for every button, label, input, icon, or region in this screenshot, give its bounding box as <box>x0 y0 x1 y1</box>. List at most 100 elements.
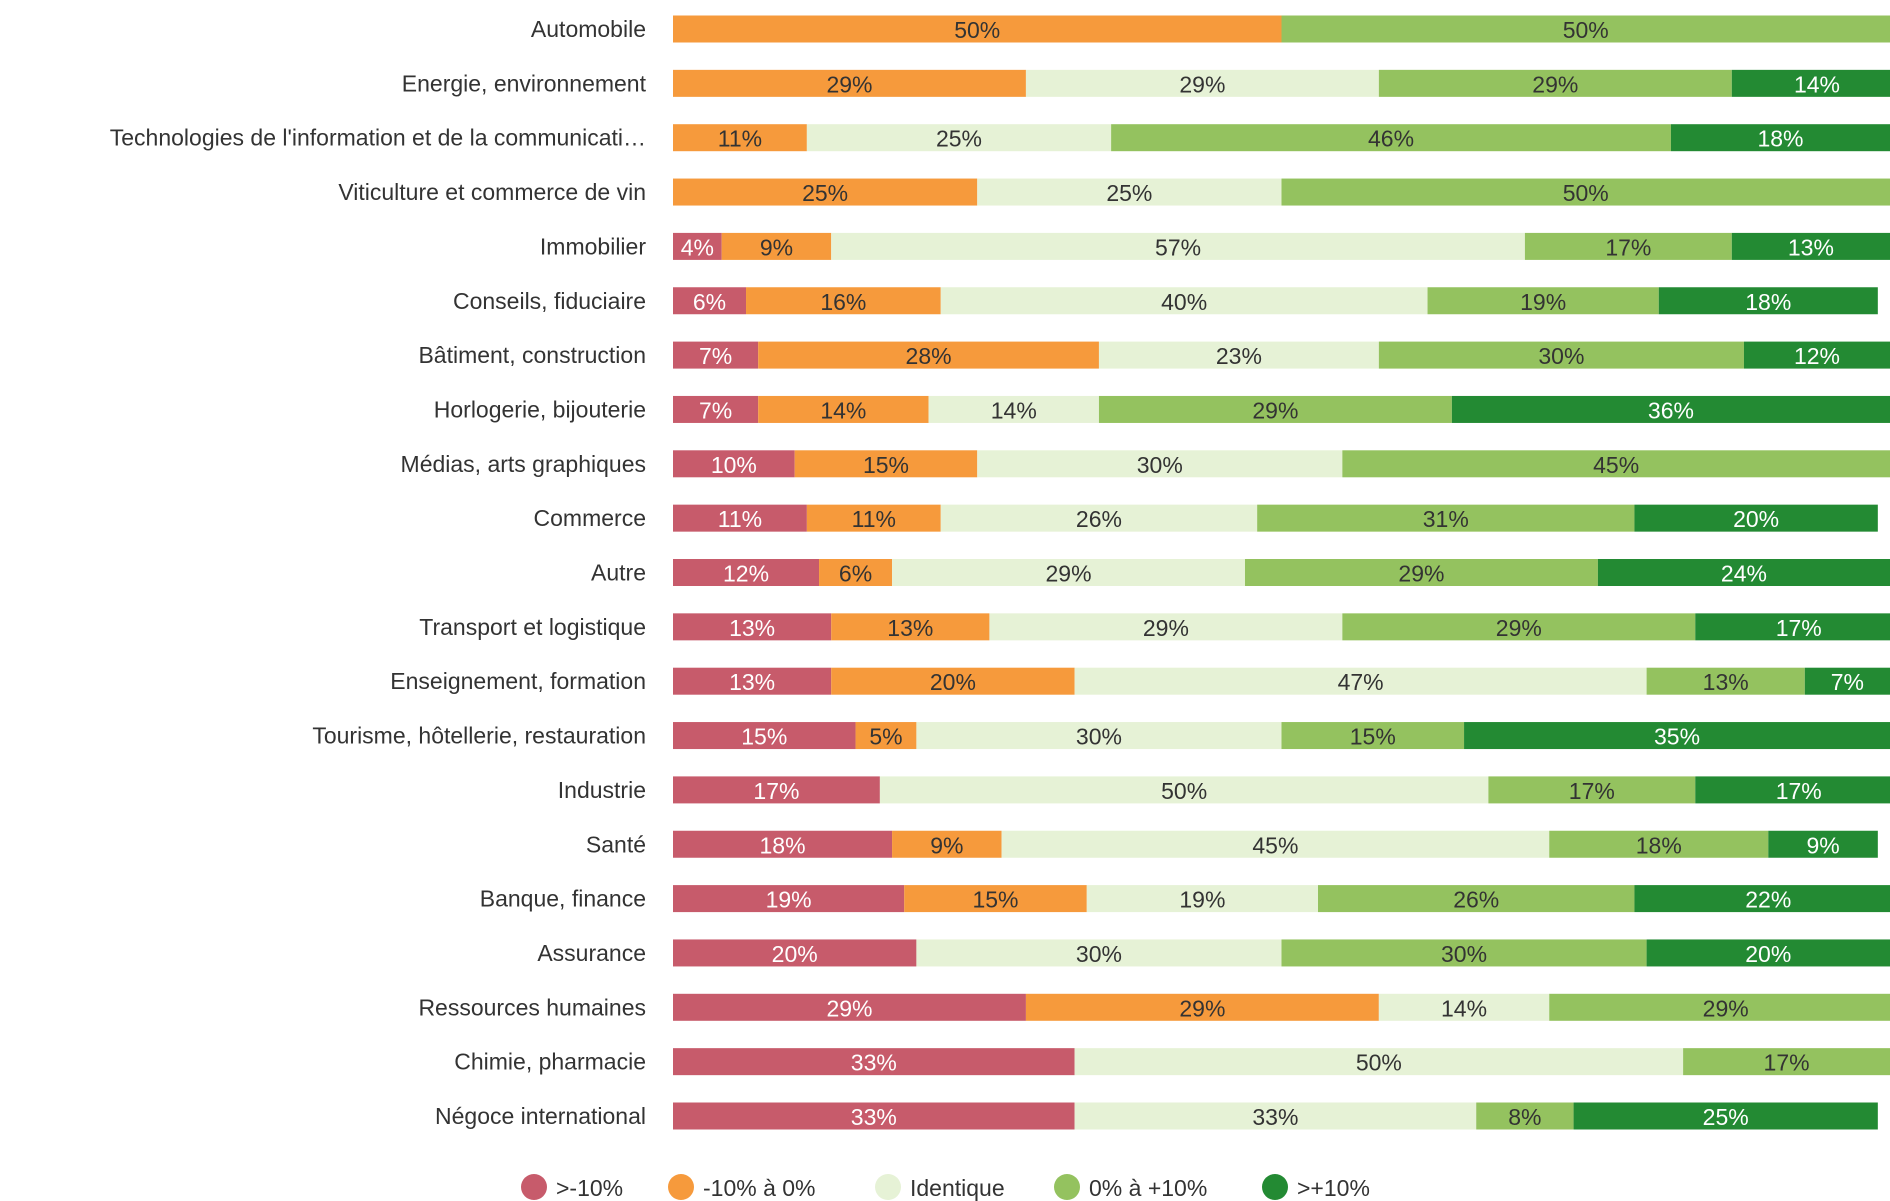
bar-segment <box>1074 1102 1477 1130</box>
data-label: 11% <box>718 506 762 532</box>
bar-segment <box>892 559 1245 586</box>
bar-segment <box>673 830 893 858</box>
data-label: 20% <box>1733 506 1779 532</box>
data-label: 24% <box>1721 561 1767 587</box>
category-label: Viticulture et commerce de vin <box>338 179 646 205</box>
data-label: 9% <box>760 234 793 260</box>
bar-segment <box>1342 613 1696 641</box>
category-label: Industrie <box>558 777 646 803</box>
bar-segment <box>673 395 759 423</box>
data-label: 13% <box>1788 234 1834 260</box>
category-label: Tourisme, hôtellerie, restauration <box>312 723 646 749</box>
data-label: 7% <box>699 343 732 369</box>
bar-segment <box>758 395 929 423</box>
data-label: 29% <box>826 995 872 1021</box>
data-label: 30% <box>1137 452 1183 478</box>
data-label: 28% <box>906 343 952 369</box>
data-label: 29% <box>1143 615 1189 641</box>
data-label: 15% <box>741 724 787 750</box>
category-label: Chimie, pharmacie <box>454 1049 646 1075</box>
bar-segment <box>1281 939 1647 967</box>
legend-swatch <box>875 1174 901 1200</box>
data-label: 29% <box>1046 561 1092 587</box>
data-label: 17% <box>753 778 799 804</box>
bar-segment <box>673 15 1282 43</box>
category-label: Automobile <box>531 16 646 42</box>
category-label: Conseils, fiduciaire <box>453 288 646 314</box>
bar-segment <box>892 830 1002 858</box>
bar-segment <box>940 504 1258 532</box>
bar-segment <box>977 450 1343 478</box>
data-label: 57% <box>1155 234 1201 260</box>
bar-segment <box>1111 124 1671 152</box>
legend-label: 0% à +10% <box>1089 1175 1207 1201</box>
data-label: 50% <box>1563 180 1609 206</box>
legend-label: -10% à 0% <box>703 1175 816 1201</box>
bar-segment <box>879 776 1489 804</box>
bar-segment <box>673 178 978 206</box>
bar-segment <box>746 287 941 315</box>
data-label: 17% <box>1776 778 1822 804</box>
data-label: 15% <box>863 452 909 478</box>
data-label: 33% <box>851 1050 897 1076</box>
bar-segment <box>1804 667 1890 695</box>
bar-segment <box>673 885 905 913</box>
bar-segment <box>1464 722 1890 750</box>
bar-segment <box>916 939 1282 967</box>
data-label: 29% <box>1496 615 1542 641</box>
bar-segment <box>673 667 832 695</box>
bar-segment <box>673 1102 1075 1130</box>
bar-segment <box>1378 69 1732 97</box>
bar-segment <box>1025 69 1379 97</box>
bar-segment <box>1427 287 1659 315</box>
legend-swatch <box>1262 1174 1288 1200</box>
bar-segment <box>673 776 880 804</box>
bar-segment <box>1257 504 1635 532</box>
bar-segment <box>1743 341 1890 369</box>
data-label: 33% <box>851 1104 897 1130</box>
bar-segment <box>1695 776 1890 804</box>
bar-segment <box>1658 287 1878 315</box>
data-label: 30% <box>1076 724 1122 750</box>
bar-segment <box>794 450 978 478</box>
data-label: 11% <box>718 126 762 152</box>
bar-segment <box>673 287 747 315</box>
data-label: 13% <box>887 615 933 641</box>
category-label: Energie, environnement <box>402 70 647 96</box>
category-label: Négoce international <box>435 1103 646 1129</box>
bar-segment <box>1074 667 1647 695</box>
data-label: 13% <box>1703 669 1749 695</box>
data-label: 4% <box>681 234 714 260</box>
data-label: 6% <box>839 561 872 587</box>
bar-segment <box>673 504 807 532</box>
bar-segment <box>673 613 832 641</box>
category-label: Commerce <box>534 505 646 531</box>
data-label: 25% <box>1106 180 1152 206</box>
legend-swatch <box>1054 1174 1080 1200</box>
bar-segment <box>673 69 1026 97</box>
data-label: 15% <box>1350 724 1396 750</box>
bar-segment <box>1573 1102 1878 1130</box>
data-label: 26% <box>1453 887 1499 913</box>
data-label: 17% <box>1569 778 1615 804</box>
bar-segment <box>1098 341 1379 369</box>
legend-swatch <box>521 1174 547 1200</box>
data-label: 17% <box>1764 1050 1810 1076</box>
category-label: Bâtiment, construction <box>418 342 646 368</box>
bar-segment <box>758 341 1099 369</box>
bar-segment <box>1524 232 1732 260</box>
data-label: 29% <box>1398 561 1444 587</box>
data-label: 29% <box>826 71 872 97</box>
data-label: 23% <box>1216 343 1262 369</box>
bar-segment <box>1281 722 1465 750</box>
category-label: Horlogerie, bijouterie <box>434 396 646 422</box>
bar-segment <box>904 885 1087 913</box>
bar-segment <box>673 939 917 967</box>
data-label: 29% <box>1532 71 1578 97</box>
bar-segment <box>1342 450 1890 478</box>
bar-segment <box>1098 395 1452 423</box>
bar-segment <box>673 124 807 152</box>
category-label: Santé <box>586 831 646 857</box>
data-label: 19% <box>1520 289 1566 315</box>
data-label: 46% <box>1368 126 1414 152</box>
